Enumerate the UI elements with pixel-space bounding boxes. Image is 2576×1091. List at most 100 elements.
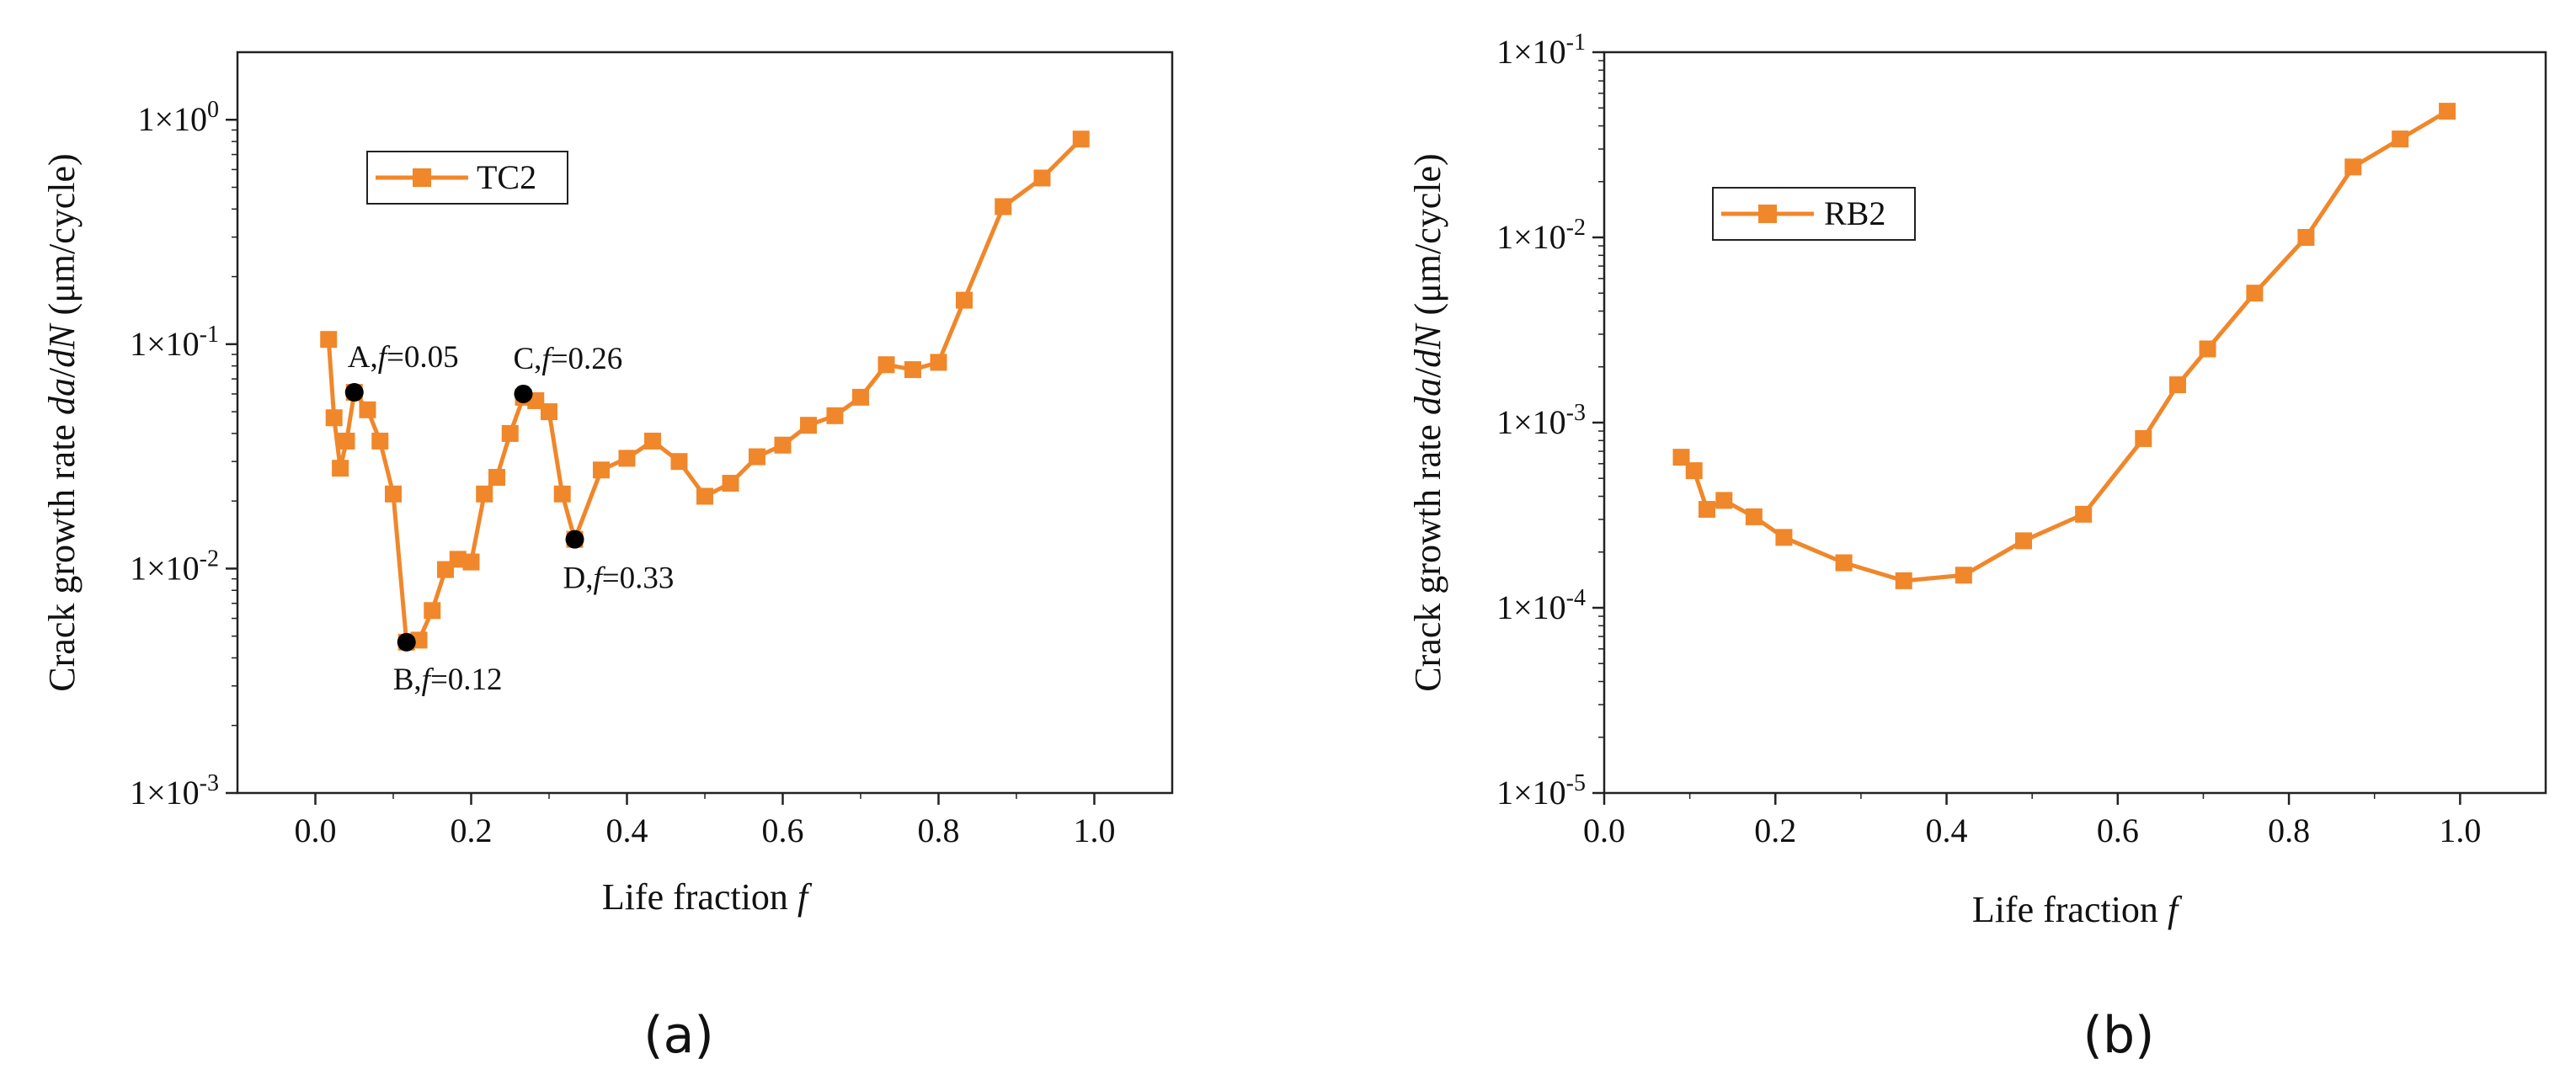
data-point bbox=[748, 448, 765, 466]
y-tick-label: 1×10-3 bbox=[1496, 400, 1586, 441]
data-point bbox=[2199, 340, 2216, 358]
data-point bbox=[424, 602, 441, 620]
data-point bbox=[462, 553, 480, 571]
x-tick-label: 1.0 bbox=[2439, 812, 2481, 849]
data-point bbox=[644, 432, 662, 450]
data-point bbox=[904, 361, 921, 379]
data-point bbox=[722, 475, 739, 492]
data-point bbox=[618, 450, 636, 467]
y-tick-label: 1×10-1 bbox=[1496, 29, 1586, 71]
y-ticks-b: 1×10-5 1×10-4 1×10-3 1×10-2 1×10-1 bbox=[1496, 29, 1604, 812]
annotation-point-b bbox=[397, 632, 416, 652]
x-ticks-b: 0.0 0.2 0.4 0.6 0.8 1.0 bbox=[1583, 793, 2481, 849]
x-ticks-a: 0.0 0.2 0.4 0.6 0.8 1.0 bbox=[295, 793, 1116, 849]
x-tick-label: 0.0 bbox=[1583, 812, 1625, 849]
y-tick-label: 1×10-2 bbox=[130, 546, 219, 587]
x-tick-label: 0.0 bbox=[295, 812, 337, 849]
annotation-label-a: A,f=0.05 bbox=[348, 340, 459, 375]
x-tick-label: 0.2 bbox=[1754, 812, 1796, 849]
data-point bbox=[385, 485, 402, 503]
data-point bbox=[2392, 130, 2409, 148]
subfigure-label-a: (a) bbox=[643, 1006, 714, 1065]
annotations-a: A,f=0.05 B,f=0.12 C,f=0.26 D,f=0.33 bbox=[344, 340, 675, 697]
y-tick-label: 1×10-3 bbox=[130, 770, 219, 812]
data-point bbox=[1775, 529, 1793, 546]
x-tick-label: 0.6 bbox=[762, 812, 804, 849]
x-tick-label: 1.0 bbox=[1074, 812, 1116, 849]
data-point bbox=[995, 198, 1012, 216]
data-point bbox=[2168, 376, 2186, 394]
x-axis-label-b: Life fraction f bbox=[1972, 889, 2183, 930]
plot-area-b bbox=[1603, 51, 2547, 795]
y-axis-label-a: Crack growth rate da/dN (μm/cycle) bbox=[41, 153, 83, 691]
data-point bbox=[2439, 103, 2456, 120]
data-point bbox=[956, 291, 973, 309]
y-tick-label: 1×10-5 bbox=[1496, 770, 1586, 812]
data-point bbox=[1745, 508, 1763, 525]
annotation-point-c bbox=[514, 384, 533, 403]
legend-label-rb2: RB2 bbox=[1824, 194, 1885, 232]
subfigure-label-b: (b) bbox=[2083, 1006, 2155, 1065]
data-point bbox=[2075, 505, 2093, 523]
y-tick-label: 1×10-1 bbox=[130, 322, 219, 363]
data-point bbox=[1672, 449, 1690, 466]
legend-a: TC2 bbox=[366, 151, 568, 205]
data-point bbox=[1955, 567, 1972, 584]
data-point bbox=[476, 485, 493, 503]
data-point bbox=[1698, 501, 1715, 519]
data-point bbox=[852, 388, 869, 406]
legend-marker-b bbox=[1758, 205, 1777, 223]
data-point bbox=[1895, 572, 1912, 589]
data-point bbox=[592, 461, 610, 479]
annotation-point-a bbox=[344, 383, 364, 402]
annotation-label-d: D,f=0.33 bbox=[563, 561, 675, 596]
data-point bbox=[2015, 532, 2033, 550]
x-tick-label: 0.8 bbox=[2268, 812, 2310, 849]
y-tick-label: 1×100 bbox=[137, 97, 219, 138]
data-point bbox=[1835, 554, 1853, 572]
panel-b: 1×10-5 1×10-4 1×10-3 1×10-2 1×10-1 0.0 0.2 0.4… bbox=[1407, 29, 2547, 1065]
data-point bbox=[774, 436, 792, 454]
data-point bbox=[449, 551, 467, 568]
data-point bbox=[930, 354, 947, 371]
x-tick-label: 0.4 bbox=[606, 812, 648, 849]
data-point bbox=[2344, 158, 2362, 176]
series-tc2 bbox=[320, 130, 1090, 651]
x-tick-label: 0.2 bbox=[451, 812, 493, 849]
x-tick-label: 0.8 bbox=[918, 812, 960, 849]
data-point bbox=[332, 460, 349, 477]
series-rb2 bbox=[1672, 103, 2456, 589]
series-line-tc2 bbox=[326, 137, 1083, 645]
annotation-label-c: C,f=0.26 bbox=[513, 342, 622, 376]
data-point bbox=[877, 356, 895, 374]
x-tick-label: 0.6 bbox=[2097, 812, 2139, 849]
y-tick-label: 1×10-4 bbox=[1496, 585, 1586, 626]
x-tick-label: 0.4 bbox=[1926, 812, 1968, 849]
annotation-point-d bbox=[565, 530, 584, 549]
legend-b: RB2 bbox=[1712, 187, 1916, 241]
y-ticks-a: 1×10-3 1×10-2 1×10-1 1×100 bbox=[130, 97, 237, 812]
data-point bbox=[1685, 462, 1703, 480]
data-point bbox=[488, 469, 506, 487]
data-point bbox=[541, 403, 557, 421]
data-point bbox=[1715, 492, 1733, 509]
data-point bbox=[553, 485, 571, 503]
data-point bbox=[320, 331, 338, 349]
series-line-rb2 bbox=[1679, 109, 2449, 583]
data-point bbox=[2297, 229, 2315, 246]
data-point bbox=[359, 401, 376, 418]
data-point bbox=[1033, 169, 1051, 187]
legend-label-tc2: TC2 bbox=[477, 158, 536, 196]
y-tick-label: 1×10-2 bbox=[1496, 215, 1586, 256]
data-point bbox=[338, 432, 355, 450]
data-point bbox=[501, 424, 519, 442]
y-axis-label-b: Crack growth rate da/dN (μm/cycle) bbox=[1407, 153, 1448, 691]
x-axis-label-a: Life fraction f bbox=[602, 876, 813, 918]
data-point bbox=[696, 487, 713, 505]
data-point bbox=[1072, 130, 1090, 148]
data-point bbox=[2246, 285, 2264, 302]
data-point bbox=[325, 409, 343, 427]
data-point bbox=[2135, 429, 2152, 447]
annotation-label-b: B,f=0.12 bbox=[393, 663, 503, 697]
